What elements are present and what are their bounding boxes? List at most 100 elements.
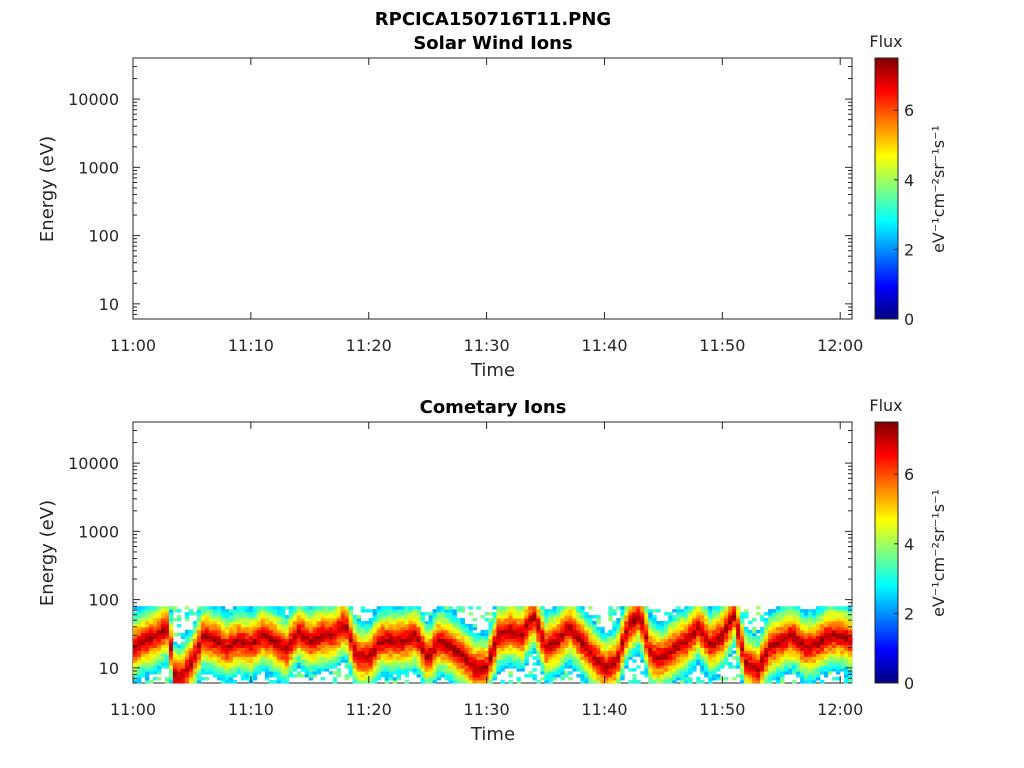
heatmap-cell: [620, 644, 625, 648]
heatmap-cell: [344, 644, 350, 648]
heatmap-cell: [284, 620, 290, 625]
heatmap-cell: [336, 620, 342, 625]
heatmap-cell: [392, 638, 398, 643]
heatmap-cell: [520, 615, 525, 619]
heatmap-cell: [196, 629, 202, 634]
heatmap-cell: [612, 635, 617, 640]
heatmap-cell: [152, 615, 158, 619]
heatmap-cell: [488, 629, 493, 634]
heatmap-cell: [232, 620, 238, 625]
heatmap-cell: [692, 626, 697, 631]
heatmap-cell: [452, 638, 457, 643]
heatmap-cell: [408, 626, 414, 631]
heatmap-cell: [780, 615, 785, 619]
heatmap-cell: [664, 653, 669, 657]
heatmap-cell: [136, 656, 142, 660]
heatmap-cell: [576, 647, 581, 651]
heatmap-cell: [572, 650, 577, 654]
heatmap-cell: [644, 635, 649, 640]
heatmap-cell: [296, 629, 302, 634]
heatmap-cell: [772, 615, 777, 619]
heatmap-cell: [584, 674, 589, 678]
heatmap-cell: [788, 609, 793, 613]
heatmap-cell: [148, 653, 154, 657]
heatmap-cell: [744, 671, 749, 675]
heatmap-cell: [168, 668, 174, 672]
heatmap-cell: [300, 620, 306, 625]
heatmap-cell: [568, 653, 573, 657]
heatmap-cell: [452, 644, 457, 648]
heatmap-cell: [168, 638, 174, 643]
heatmap-cell: [360, 656, 366, 660]
heatmap-cell: [812, 615, 817, 619]
heatmap-cell: [640, 644, 645, 648]
heatmap-cell: [508, 662, 513, 666]
heatmap-cell: [264, 612, 270, 616]
heatmap-cell: [548, 674, 553, 678]
heatmap-cell: [836, 620, 841, 625]
heatmap-cell: [448, 656, 453, 660]
heatmap-cell: [688, 638, 693, 643]
heatmap-cell: [156, 662, 162, 666]
heatmap-cell: [528, 653, 533, 657]
heatmap-cell: [840, 635, 845, 640]
heatmap-cell: [240, 612, 246, 616]
heatmap-cell: [460, 680, 465, 684]
heatmap-cell: [804, 680, 809, 684]
heatmap-cell: [224, 659, 230, 663]
heatmap-cell: [292, 641, 298, 646]
heatmap-cell: [644, 665, 649, 669]
heatmap-cell: [316, 626, 322, 631]
heatmap-cell: [796, 629, 801, 634]
heatmap-cell: [236, 644, 242, 648]
heatmap-cell: [628, 641, 633, 646]
heatmap-cell: [792, 656, 797, 660]
heatmap-cell: [148, 638, 154, 643]
heatmap-cell: [672, 680, 677, 684]
heatmap-cell: [844, 620, 849, 625]
heatmap-cell: [660, 620, 665, 625]
heatmap-cell: [708, 638, 713, 643]
heatmap-cell: [528, 647, 533, 651]
heatmap-cell: [200, 656, 206, 660]
heatmap-cell: [448, 626, 453, 631]
heatmap-cell: [764, 644, 769, 648]
heatmap-cell: [788, 662, 793, 666]
heatmap-cell: [772, 665, 777, 669]
heatmap-cell: [740, 665, 745, 669]
heatmap-cell: [356, 659, 362, 663]
heatmap-cell: [352, 638, 358, 643]
heatmap-cell: [440, 609, 445, 613]
heatmap-cell: [592, 668, 597, 672]
heatmap-cell: [244, 612, 250, 616]
heatmap-cell: [564, 659, 569, 663]
heatmap-cell: [676, 656, 681, 660]
heatmap-cell: [428, 665, 433, 669]
heatmap-cell: [440, 659, 445, 663]
heatmap-cell: [572, 620, 577, 625]
heatmap-cell: [448, 674, 453, 678]
heatmap-cell: [800, 656, 805, 660]
heatmap-cell: [776, 662, 781, 666]
heatmap-cell: [624, 638, 629, 643]
heatmap-cell: [696, 653, 701, 657]
heatmap-cell: [308, 632, 314, 637]
heatmap-cell: [680, 653, 685, 657]
heatmap-cell: [220, 674, 226, 678]
heatmap-cell: [396, 656, 402, 660]
heatmap-cell: [828, 653, 833, 657]
heatmap-cell: [744, 609, 749, 613]
heatmap-cell: [196, 665, 202, 669]
heatmap-cell: [172, 609, 178, 613]
heatmap-cell: [792, 665, 797, 669]
heatmap-cell: [528, 626, 533, 631]
heatmap-cell: [600, 671, 605, 675]
heatmap-cell: [220, 606, 226, 610]
heatmap-cell: [576, 609, 581, 613]
heatmap-cell: [440, 623, 445, 628]
heatmap-cell: [732, 606, 737, 610]
heatmap-cell: [316, 609, 322, 613]
heatmap-cell: [180, 674, 186, 678]
heatmap-cell: [468, 677, 473, 681]
heatmap-cell: [544, 635, 549, 640]
